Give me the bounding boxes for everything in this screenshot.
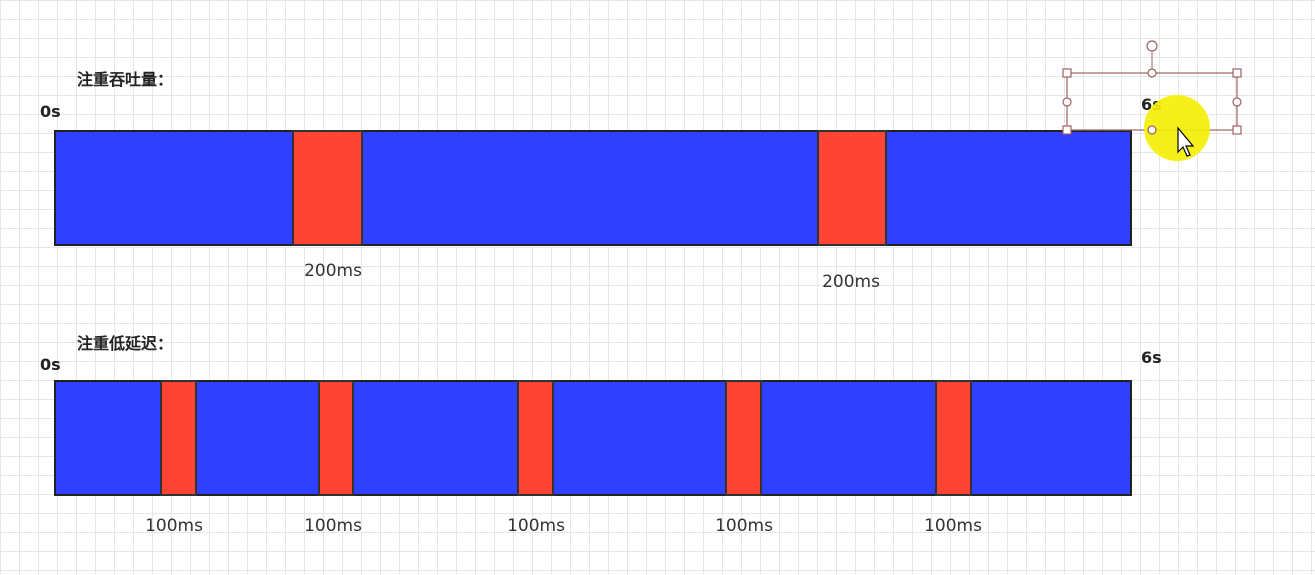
handle[interactable] — [1147, 68, 1157, 78]
end-label: 6s — [1141, 348, 1162, 367]
pause-block — [517, 380, 554, 496]
pause-label: 200ms — [822, 272, 880, 292]
pause-block — [160, 380, 197, 496]
pause-block — [292, 130, 363, 246]
pause-label: 100ms — [145, 516, 203, 536]
mouse-cursor — [1177, 126, 1195, 157]
rotate-handle[interactable] — [1146, 40, 1158, 52]
handle[interactable] — [1147, 125, 1157, 135]
handle[interactable] — [1062, 97, 1072, 107]
handle[interactable] — [1232, 125, 1242, 135]
selection-box[interactable] — [1062, 40, 1242, 135]
pause-block — [935, 380, 972, 496]
cursor-highlight — [1144, 95, 1210, 161]
handle[interactable] — [1232, 97, 1242, 107]
section-title: 注重吞吐量： — [77, 70, 173, 89]
pause-label: 100ms — [304, 516, 362, 536]
timeline-bar — [54, 130, 1132, 246]
pause-block — [817, 130, 887, 246]
start-label: 0s — [40, 355, 61, 374]
pause-label: 100ms — [507, 516, 565, 536]
start-label: 0s — [40, 102, 61, 121]
pause-block — [318, 380, 354, 496]
handle[interactable] — [1232, 68, 1242, 78]
pause-label: 100ms — [924, 516, 982, 536]
pause-label: 200ms — [304, 261, 362, 281]
pause-label: 100ms — [715, 516, 773, 536]
section-title: 注重低延迟： — [77, 334, 173, 353]
handle[interactable] — [1062, 125, 1072, 135]
handle[interactable] — [1062, 68, 1072, 78]
pause-block — [725, 380, 762, 496]
